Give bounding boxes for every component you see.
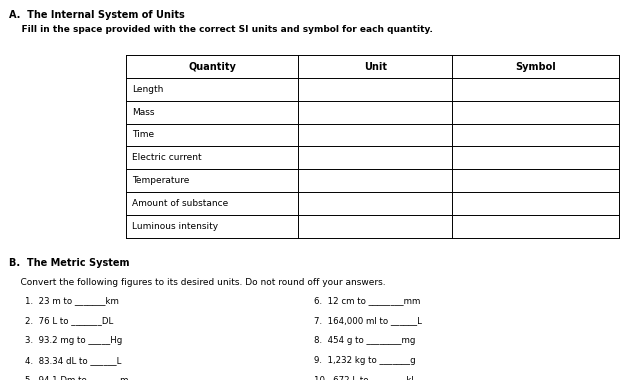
Text: 8.  454 g to ________mg: 8. 454 g to ________mg <box>314 336 415 345</box>
Text: B.  The Metric System: B. The Metric System <box>9 258 130 268</box>
Text: Temperature: Temperature <box>132 176 189 185</box>
Text: 7.  164,000 ml to ______L: 7. 164,000 ml to ______L <box>314 316 422 325</box>
Text: Symbol: Symbol <box>515 62 556 71</box>
Text: 4.  83.34 dL to ______L: 4. 83.34 dL to ______L <box>25 356 121 365</box>
Text: Electric current: Electric current <box>132 153 202 162</box>
Text: A.  The Internal System of Units: A. The Internal System of Units <box>9 10 185 19</box>
Text: 2.  76 L to _______DL: 2. 76 L to _______DL <box>25 316 114 325</box>
Text: 5.  94.1 Dm to _______m: 5. 94.1 Dm to _______m <box>25 375 129 380</box>
Text: 10.  672 L to ________kL: 10. 672 L to ________kL <box>314 375 416 380</box>
Text: Luminous intensity: Luminous intensity <box>132 222 218 231</box>
Text: Length: Length <box>132 85 163 94</box>
Text: Amount of substance: Amount of substance <box>132 199 228 208</box>
Text: 9.  1,232 kg to _______g: 9. 1,232 kg to _______g <box>314 356 416 365</box>
Text: 1.  23 m to _______km: 1. 23 m to _______km <box>25 296 119 306</box>
Text: 6.  12 cm to ________mm: 6. 12 cm to ________mm <box>314 296 420 306</box>
Text: Time: Time <box>132 130 154 139</box>
Text: Quantity: Quantity <box>188 62 236 71</box>
Text: Unit: Unit <box>364 62 387 71</box>
Text: Mass: Mass <box>132 108 154 117</box>
Text: Fill in the space provided with the correct SI units and symbol for each quantit: Fill in the space provided with the corr… <box>9 25 433 34</box>
Text: 3.  93.2 mg to _____Hg: 3. 93.2 mg to _____Hg <box>25 336 122 345</box>
Text: Convert the following figures to its desired units. Do not round off your answer: Convert the following figures to its des… <box>9 278 386 287</box>
